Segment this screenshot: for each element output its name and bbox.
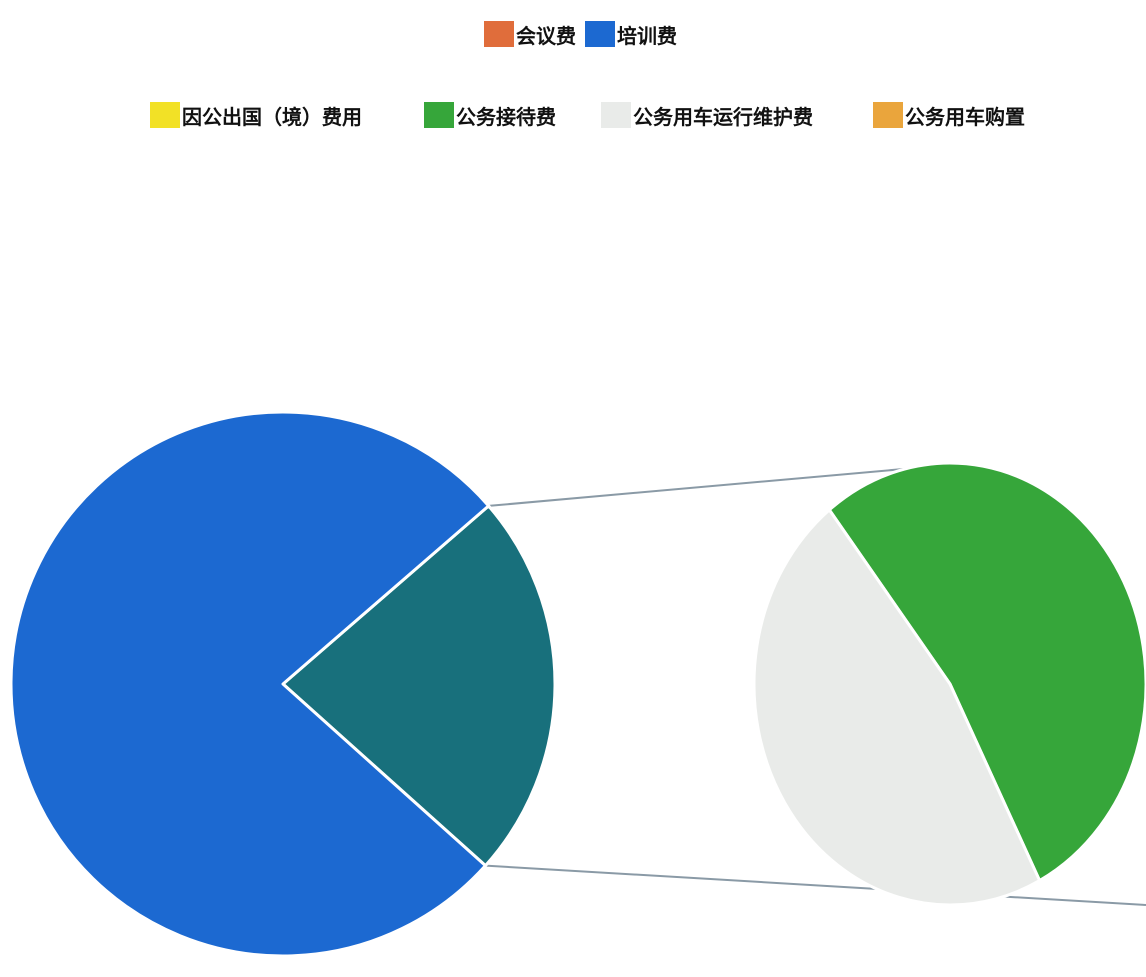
secondary-pie [752, 461, 1146, 907]
secondary-pie-slice [752, 508, 1042, 907]
legend-swatch [424, 102, 454, 128]
legend-item[interactable]: 公务用车购置 [873, 102, 1025, 129]
legend-label: 因公出国（境）费用 [182, 105, 362, 129]
legend-item[interactable]: 公务接待费 [424, 102, 556, 129]
legend-swatch [484, 21, 514, 47]
legend-label: 公务用车购置 [905, 105, 1025, 129]
legend-item[interactable]: 培训费 [585, 21, 677, 48]
legend-label: 会议费 [516, 24, 576, 48]
legend-label: 公务接待费 [456, 105, 556, 129]
legend-swatch [585, 21, 615, 47]
legend-item[interactable]: 公务用车运行维护费 [601, 102, 813, 129]
legend-swatch [150, 102, 180, 128]
legend-item[interactable]: 会议费 [484, 21, 576, 48]
secondary-pie-slice [827, 461, 1146, 883]
connector-line-bottom [485, 864, 1146, 906]
legend-label: 公务用车运行维护费 [633, 105, 813, 129]
legend-item[interactable]: 因公出国（境）费用 [150, 102, 362, 129]
main-pie-slice [9, 410, 491, 958]
connector-lines [485, 463, 1146, 906]
main-pie-slice [281, 504, 557, 868]
legend-swatch [873, 102, 903, 128]
legend-label: 培训费 [617, 24, 677, 48]
legend-swatch [601, 102, 631, 128]
main-pie [9, 410, 557, 958]
connector-line-top [488, 463, 961, 507]
